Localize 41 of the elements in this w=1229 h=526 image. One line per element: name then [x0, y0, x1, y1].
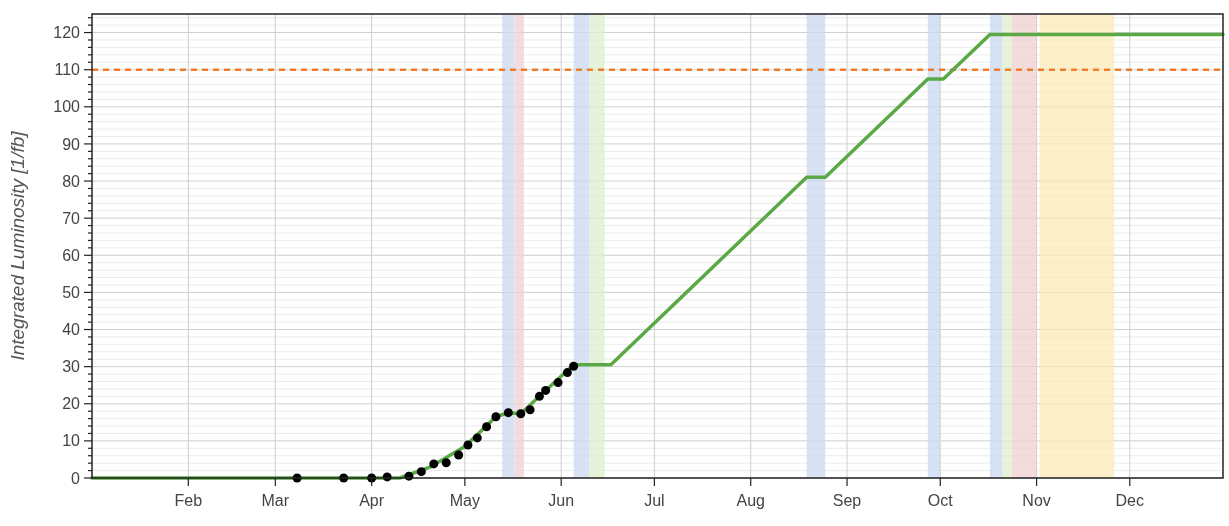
x-tick-label: Mar: [261, 492, 290, 509]
x-tick-label: Oct: [927, 492, 954, 509]
point: [482, 422, 492, 432]
point: [491, 412, 501, 422]
point: [562, 368, 572, 378]
y-tick-label: 20: [62, 395, 81, 413]
point: [569, 361, 579, 371]
x-tick-label: Jun: [548, 492, 575, 509]
point: [541, 385, 551, 395]
point: [525, 405, 535, 415]
y-tick-label: 70: [62, 209, 81, 227]
y-tick-label: 0: [71, 469, 81, 487]
x-tick-label: Jul: [644, 492, 665, 509]
x-tick-label: Apr: [359, 492, 385, 509]
point: [534, 391, 544, 401]
x-tick-label: Aug: [736, 492, 765, 509]
y-tick-label: 90: [62, 135, 81, 153]
point: [454, 450, 464, 460]
x-tick-label: Feb: [174, 492, 203, 509]
point: [441, 458, 451, 468]
y-tick-label: 40: [62, 321, 81, 339]
point: [416, 467, 426, 477]
y-tick-label: 10: [62, 432, 81, 450]
y-tick-label: 30: [62, 358, 81, 376]
x-tick-label: Sep: [832, 492, 862, 509]
point: [472, 433, 482, 443]
point: [463, 440, 473, 450]
y-tick-label: 110: [54, 61, 81, 79]
x-tick-label: Nov: [1022, 492, 1051, 509]
y-tick-label: 100: [53, 98, 81, 116]
y-tick-label: 80: [62, 172, 81, 190]
y-axis-title: Integrated Luminosity [1/fb]: [7, 130, 28, 361]
y-tick-label: 60: [62, 246, 81, 264]
x-tick-label: Dec: [1115, 492, 1145, 509]
point: [516, 409, 526, 419]
point: [553, 378, 563, 388]
x-tick-label: May: [449, 492, 480, 509]
point: [503, 408, 513, 418]
point: [429, 459, 439, 469]
y-tick-label: 50: [62, 284, 81, 301]
y-tick-label: 120: [53, 24, 81, 42]
